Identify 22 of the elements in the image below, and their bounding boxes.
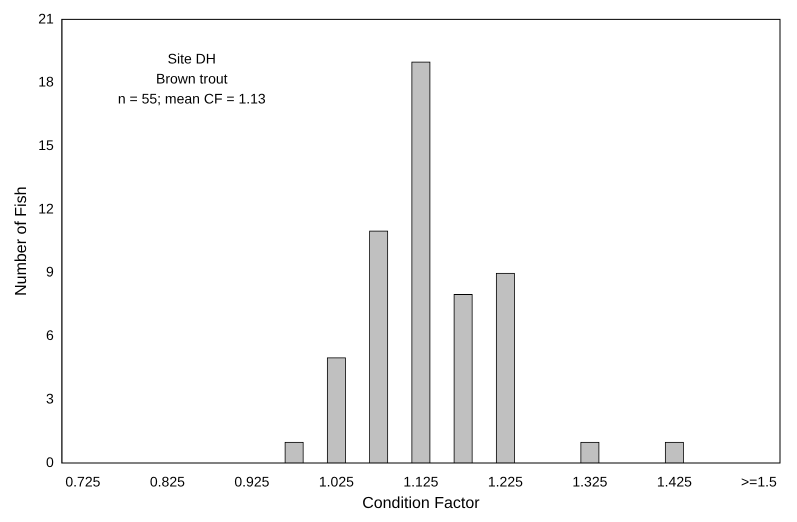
y-tick-label: 15 <box>38 137 54 153</box>
x-tick-label: 1.425 <box>656 473 692 490</box>
x-tick-label: 1.325 <box>572 473 608 490</box>
x-tick-label: 0.825 <box>150 473 186 490</box>
annotation: Brown trout <box>156 70 228 86</box>
x-axis-title: Condition Factor <box>362 494 480 512</box>
annotation: n = 55; mean CF = 1.13 <box>118 90 266 106</box>
x-tick-label: 0.725 <box>65 473 101 490</box>
y-axis-title: Number of Fish <box>13 186 30 296</box>
annotation: Site DH <box>168 50 216 66</box>
y-tick-label: 21 <box>38 10 54 26</box>
y-tick-label: 12 <box>38 200 54 216</box>
x-tick-label: 1.125 <box>403 473 439 490</box>
y-tick-label: 0 <box>46 454 54 470</box>
x-tick-label: 1.225 <box>488 473 524 490</box>
x-tick-label: >=1.5 <box>740 473 777 490</box>
y-tick-label: 18 <box>38 74 54 90</box>
y-tick-label: 3 <box>46 390 54 406</box>
x-tick-label: 0.925 <box>234 473 270 490</box>
x-tick-label: 1.025 <box>318 473 354 490</box>
y-tick-label: 6 <box>46 327 54 344</box>
y-tick-label: 9 <box>46 264 54 280</box>
